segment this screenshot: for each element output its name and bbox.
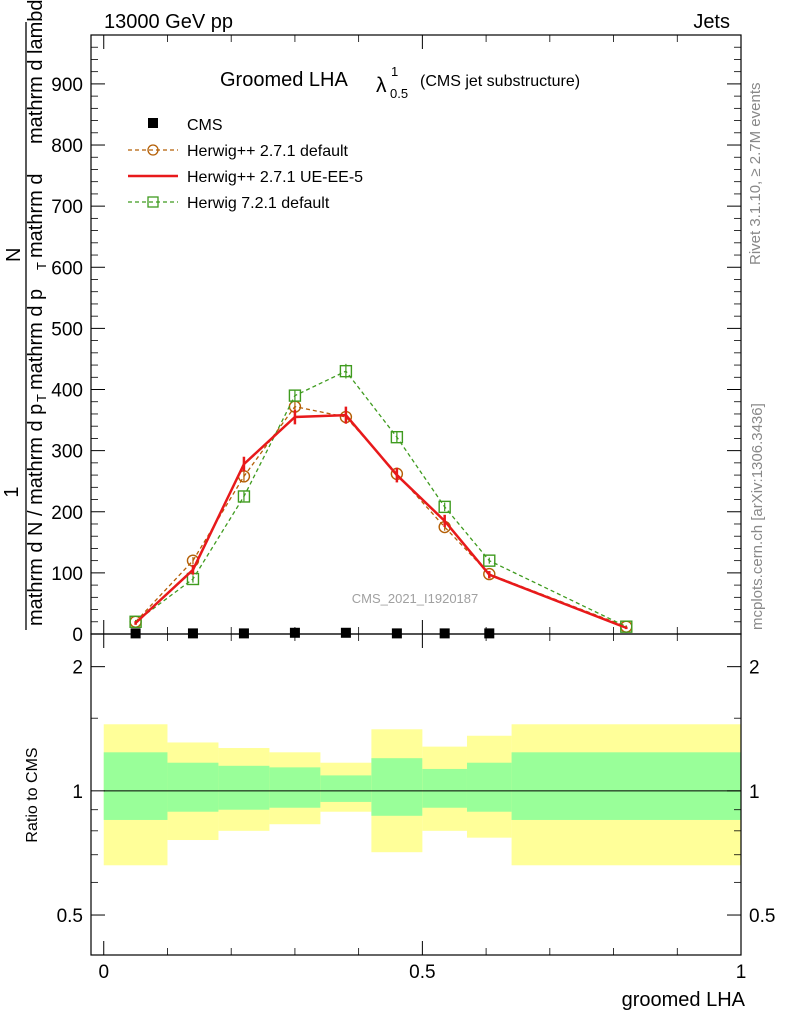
legend: CMS Herwig++ 2.7.1 default Herwig++ 2.7.…	[128, 117, 363, 212]
energy-label: 13000 GeV pp	[104, 11, 233, 33]
cms-point	[340, 627, 351, 638]
mcplots-label: mcplots.cern.ch [arXiv:1306.3436]	[749, 403, 766, 630]
cms-point	[187, 628, 198, 639]
legend-herwig7-label: Herwig 7.2.1 default	[187, 195, 330, 212]
main-y-tick-label: 700	[51, 197, 83, 218]
title-lambda: λ	[376, 74, 387, 97]
ylabel-numerator-n: N	[3, 248, 25, 262]
main-y-tick-label: 100	[51, 564, 83, 585]
ratio-inner-band	[218, 765, 270, 810]
legend-herwig7-marker	[147, 196, 159, 208]
ratio-inner-band	[422, 768, 467, 808]
cms-point	[391, 628, 402, 639]
main-axes: 0 100 200 300 400 500 600 700 800 900	[51, 34, 742, 646]
ratio-inner-band	[167, 762, 219, 812]
ratio-y-tick-label-left: 0.5	[57, 906, 83, 927]
main-y-tick-label: 900	[51, 75, 83, 96]
ratio-inner-band	[466, 762, 512, 812]
ylabel-sub-a: T	[34, 394, 49, 402]
ratio-y-tick-label-right: 0.5	[749, 906, 775, 927]
title-lambda-sup: 1	[391, 64, 398, 79]
herwig-7-2-1-default-point	[390, 430, 404, 444]
ratio-inner-band	[320, 775, 372, 802]
ylabel-part-d: mathrm d lambda	[25, 0, 47, 144]
main-y-axis-label: 1 mathrm d N / mathrm d p T mathrm d p T…	[1, 0, 49, 630]
ratio-x-tick-label: 1	[736, 962, 747, 983]
title-text: Groomed LHA	[220, 69, 348, 91]
herwig-7-2-1-default-line	[135, 370, 627, 628]
legend-cms-label: CMS	[187, 117, 223, 134]
herwig-7-2-1-default-point	[483, 554, 496, 567]
title-note: (CMS jet substructure)	[420, 73, 580, 90]
ratio-y-tick-label-left: 2	[72, 658, 83, 679]
main-series-layer	[129, 363, 633, 639]
main-y-tick-label: 800	[51, 136, 83, 157]
ratio-bands	[103, 724, 741, 866]
herwig-2-7-1-default-point	[483, 567, 496, 581]
ratio-x-tick-label: 0	[98, 962, 109, 983]
ratio-inner-band	[103, 752, 168, 820]
ratio-y-tick-label-left: 1	[72, 782, 83, 803]
herwig-7-2-1-default-point	[237, 490, 251, 503]
main-y-tick-label: 200	[51, 503, 83, 524]
cms-point	[130, 628, 141, 639]
ylabel-part-c: mathrm d	[25, 174, 47, 258]
ratio-inner-band	[269, 767, 321, 808]
main-y-tick-label: 500	[51, 319, 83, 340]
ratio-x-tick-label: 0.5	[409, 962, 435, 983]
main-y-tick-label: 0	[72, 625, 83, 646]
herwig-7-2-1-default-point	[288, 389, 302, 402]
ratio-frame	[90, 633, 742, 956]
main-y-tick-label: 600	[51, 258, 83, 279]
ratio-axes: 0.5 0.5 1 1 2 2 0 0.5 1	[57, 633, 775, 983]
legend-herwig-ueee5-label: Herwig++ 2.7.1 UE-EE-5	[187, 169, 363, 186]
ratio-y-tick-label-right: 1	[749, 782, 760, 803]
herwig-7-2-1-default-point	[339, 364, 353, 378]
herwig-7-2-1-default-point	[438, 500, 451, 514]
ratio-inner-band	[511, 752, 741, 820]
ylabel-part-b: mathrm d p	[25, 289, 47, 390]
main-y-tick-label: 400	[51, 381, 83, 402]
ylabel-part-a: mathrm d N / mathrm d p	[25, 404, 47, 626]
x-axis-label: groomed LHA	[622, 989, 746, 1011]
main-title: Groomed LHA λ 1 0.5 (CMS jet substructur…	[220, 64, 580, 101]
ylabel-sub-b: T	[34, 262, 49, 270]
ratio-y-axis-label: Ratio to CMS	[24, 747, 41, 842]
rivet-label: Rivet 3.1.10, ≥ 2.7M events	[747, 83, 764, 266]
legend-herwig-default-label: Herwig++ 2.7.1 default	[187, 143, 349, 160]
analysis-watermark: CMS_2021_I1920187	[352, 591, 479, 606]
ratio-y-tick-label-right: 2	[749, 658, 760, 679]
cms-point	[484, 628, 495, 639]
cms-point	[238, 628, 249, 639]
herwig-7-2-1-default-point	[129, 615, 142, 628]
ratio-inner-band	[371, 758, 423, 816]
legend-herwig-default-marker	[147, 144, 159, 156]
title-lambda-sub: 0.5	[390, 86, 408, 101]
ylabel-one: 1	[1, 486, 23, 497]
main-y-tick-label: 300	[51, 442, 83, 463]
process-label: Jets	[693, 11, 730, 33]
cms-point	[439, 628, 450, 639]
legend-cms-marker	[148, 118, 158, 128]
